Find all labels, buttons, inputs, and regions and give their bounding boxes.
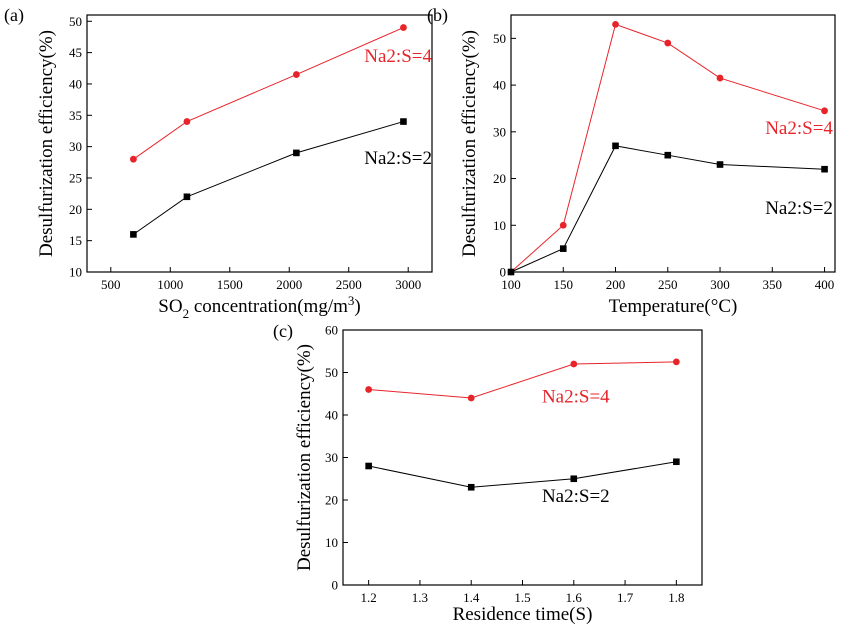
x-tick-label: 500 [101, 277, 121, 292]
data-point [400, 118, 407, 125]
x-tick-label: 400 [815, 277, 835, 292]
data-point [183, 118, 191, 125]
data-point [821, 107, 828, 115]
y-axis-label: Desulfurization efficiency(%) [459, 30, 480, 257]
data-point [129, 155, 137, 163]
y-tick-label: 40 [69, 76, 82, 91]
y-tick-label: 45 [69, 45, 82, 60]
series-label: Na2:S=4 [765, 118, 833, 139]
data-point [716, 161, 724, 168]
panel-b: 100 150 200 250 300 350 400 0 10 20 30 40 50 (b) Desul… [427, 5, 836, 317]
data-point [612, 20, 619, 28]
y-tick-label: 20 [325, 493, 338, 508]
x-tick-label: 1.8 [668, 590, 684, 605]
x-tick-label: 1.6 [566, 590, 583, 605]
y-tick-label: 30 [493, 124, 506, 139]
x-tick-label: 1500 [217, 277, 243, 292]
data-point [467, 394, 475, 402]
plot-frame [342, 329, 703, 586]
data-point [559, 245, 567, 252]
plot-frame [510, 14, 836, 273]
plot-frame [86, 14, 433, 273]
series-label: Na2:S=4 [364, 46, 432, 67]
x-tick-label: 150 [554, 277, 574, 292]
data-point [293, 149, 300, 157]
panel-a: 500 1000 1500 2000 2500 3000 10 15 20 25 30 35 40 45 5… [4, 5, 433, 321]
data-point [365, 386, 373, 393]
x-tick-label: 1.2 [361, 590, 377, 605]
data-point [570, 475, 578, 483]
data-point [467, 483, 475, 491]
data-point [292, 71, 300, 78]
series-label: Na2:S=2 [364, 148, 432, 169]
x-axis-label: Residence time(S) [453, 604, 593, 625]
y-tick-label: 35 [69, 108, 82, 123]
y-tick-label: 20 [69, 202, 82, 217]
data-point [507, 268, 515, 276]
series-line [133, 27, 404, 160]
data-point [365, 462, 372, 470]
data-point [672, 358, 680, 366]
y-tick-label: 25 [69, 170, 82, 185]
y-tick-label: 30 [325, 450, 338, 465]
x-tick-label: 1.4 [463, 590, 480, 605]
y-tick-label: 40 [325, 408, 338, 423]
x-tick-label: 3000 [395, 277, 421, 292]
panel-c: 1.2 1.3 1.4 1.5 1.6 1.7 1.8 0 10 20 30 40 50 60 (c)Des… [273, 321, 703, 625]
data-point [183, 193, 191, 201]
y-tick-label: 15 [69, 233, 82, 248]
data-point [612, 142, 619, 150]
y-axis-label: Desulfurization efficiency(%) [294, 344, 315, 571]
y-tick-label: 30 [69, 139, 82, 154]
series-line [510, 23, 825, 273]
x-tick-label: 1000 [157, 277, 183, 292]
y-tick-label: 0 [332, 578, 339, 593]
x-tick-label: 2500 [336, 277, 362, 292]
data-point [673, 458, 680, 466]
data-point [570, 360, 578, 368]
series-label: Na2:S=4 [542, 386, 610, 407]
y-tick-label: 10 [493, 218, 506, 233]
y-tick-label: 0 [500, 265, 507, 280]
data-point [400, 24, 407, 31]
panel-label: (a) [4, 5, 24, 26]
series-label: Na2:S=2 [765, 198, 833, 219]
x-tick-label: 1.3 [412, 590, 428, 605]
panel-label: (c) [273, 321, 293, 342]
data-point [559, 221, 567, 229]
x-tick-label: 2000 [276, 277, 302, 292]
y-tick-label: 50 [493, 31, 506, 46]
x-tick-label: 200 [606, 277, 626, 292]
y-tick-label: 10 [325, 535, 338, 550]
x-tick-label: 1.5 [514, 590, 530, 605]
data-point [716, 74, 724, 82]
data-point [821, 165, 828, 173]
data-point [664, 151, 672, 159]
y-tick-label: 40 [493, 78, 506, 93]
data-point [130, 231, 137, 238]
y-tick-label: 60 [325, 323, 338, 338]
series-line [133, 121, 404, 235]
panel-label: (b) [427, 5, 448, 26]
x-tick-label: 300 [710, 277, 730, 292]
y-tick-label: 10 [69, 265, 82, 280]
series-label: Na2:S=2 [542, 486, 610, 507]
y-tick-label: 50 [325, 365, 338, 380]
series-line [368, 361, 677, 399]
series-line [368, 461, 677, 488]
y-tick-label: 50 [69, 14, 82, 29]
x-tick-label: 350 [763, 277, 783, 292]
x-tick-label: 250 [658, 277, 678, 292]
series-line [510, 145, 825, 273]
x-tick-label: 1.7 [617, 590, 634, 605]
y-tick-label: 20 [493, 171, 506, 186]
x-tick-label: 100 [501, 277, 521, 292]
x-axis-label: Temperature(°C) [609, 296, 738, 317]
data-point [664, 39, 672, 47]
y-axis-label: Desulfurization efficiency(%) [36, 30, 57, 257]
x-axis-label: SO2 concentration(mg/m3) [158, 293, 360, 321]
